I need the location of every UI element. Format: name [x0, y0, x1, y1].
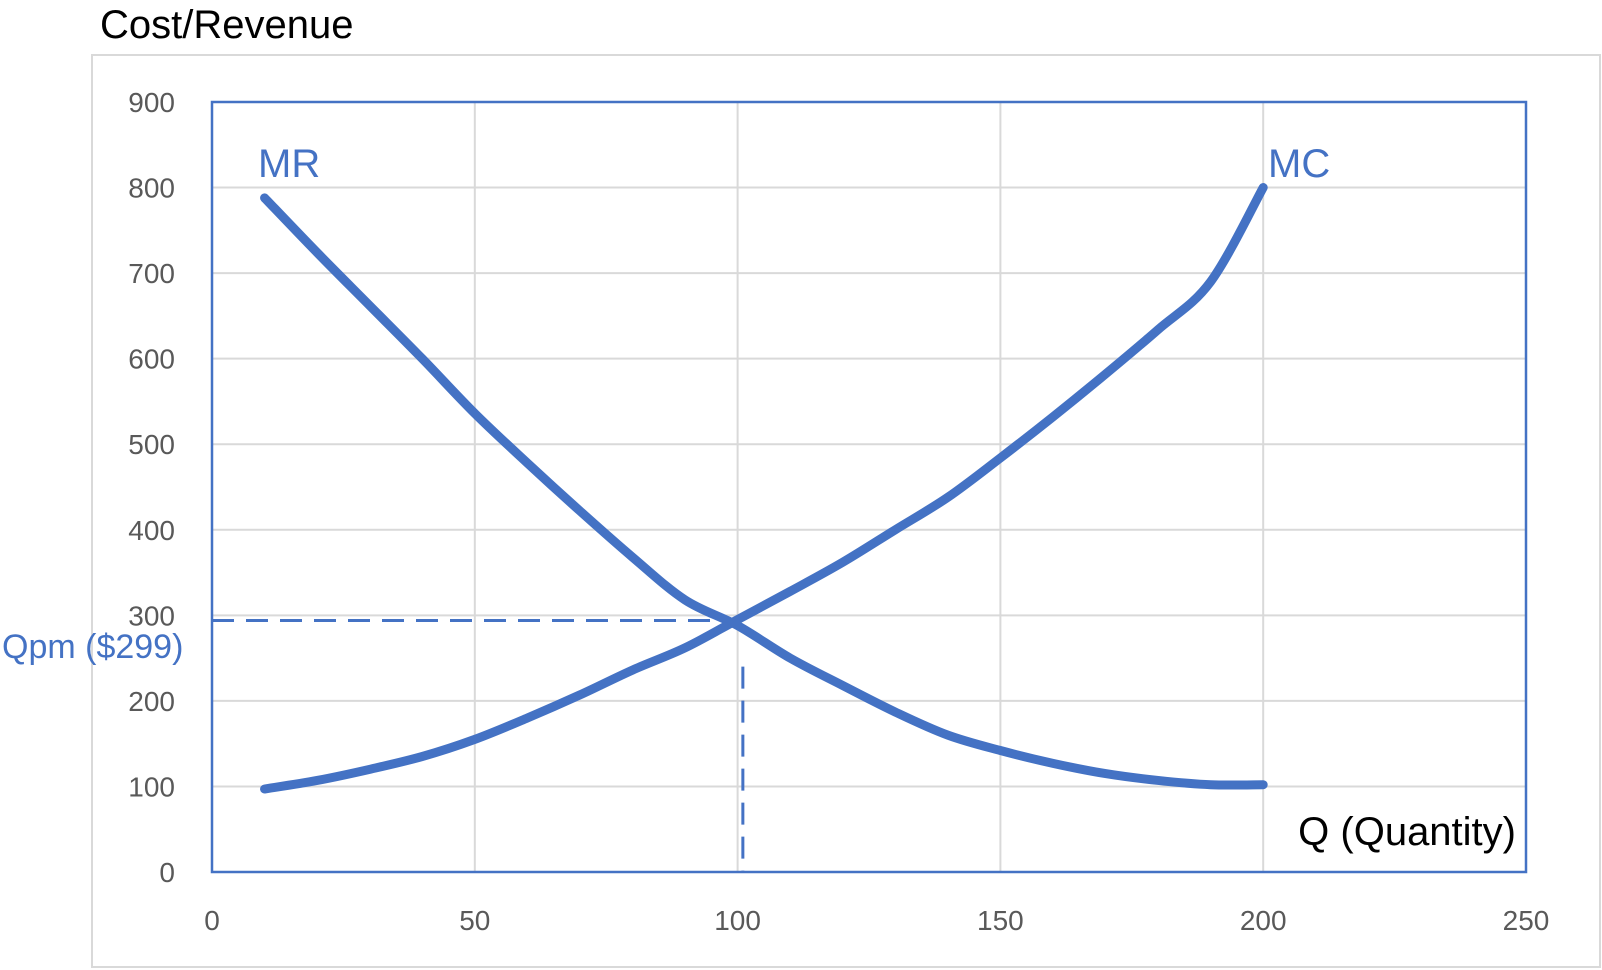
series-label-mr: MR — [258, 142, 320, 186]
x-tick-label: 0 — [204, 905, 220, 936]
reference-lines — [212, 618, 745, 872]
y-tick-label: 100 — [128, 771, 175, 802]
series-lines — [260, 183, 1268, 794]
series-line-mr — [260, 193, 1268, 790]
y-tick-label: 200 — [128, 686, 175, 717]
plot-border — [210, 100, 1528, 874]
series-line-mc — [260, 183, 1268, 794]
x-axis-title: Q (Quantity) — [1298, 810, 1516, 854]
gridlines — [212, 102, 1526, 872]
y-tick-label: 700 — [128, 258, 175, 289]
plot-area-border — [210, 100, 1528, 874]
y-tick-label: 300 — [128, 600, 175, 631]
y-tick-label: 800 — [128, 173, 175, 204]
x-tick-label: 250 — [1503, 905, 1550, 936]
y-tick-label: 600 — [128, 344, 175, 375]
y-tick-label: 400 — [128, 515, 175, 546]
x-tick-label: 200 — [1240, 905, 1287, 936]
chart-frame — [91, 54, 1601, 968]
x-tick-label: 100 — [714, 905, 761, 936]
y-tick-label: 900 — [128, 87, 175, 118]
qpm-annotation-label: Qpm ($299) — [2, 628, 183, 666]
y-tick-label: 500 — [128, 429, 175, 460]
y-axis-title: Cost/Revenue — [100, 3, 353, 47]
x-tick-label: 150 — [977, 905, 1024, 936]
tick-labels: 0 100 200 300 400 500 600 700 800 900 0 50 100 150 200… — [128, 87, 1549, 936]
y-tick-label: 0 — [159, 857, 175, 888]
x-tick-label: 50 — [459, 905, 490, 936]
series-label-mc: MC — [1268, 142, 1330, 186]
